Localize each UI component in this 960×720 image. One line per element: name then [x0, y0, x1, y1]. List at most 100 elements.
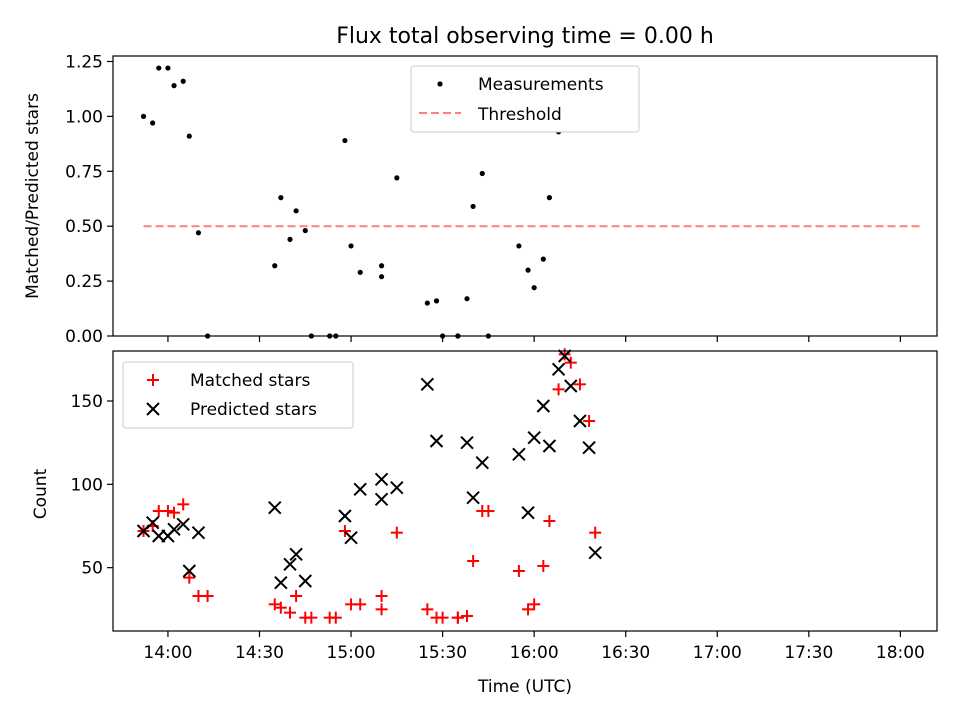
matched-star-point — [512, 565, 525, 577]
y-tick-label: 0.75 — [65, 162, 103, 182]
matched-star-point — [201, 590, 214, 602]
matched-star-point — [573, 378, 586, 391]
x-tick-label: 17:30 — [784, 643, 833, 663]
predicted-star-point — [374, 472, 389, 487]
predicted-star-point — [512, 447, 526, 462]
count-x-ticks: 14:00 14:30 15:00 15:30 16:00 16:30 17:00 17:30… — [143, 631, 925, 663]
measurement-point — [186, 133, 192, 139]
x-tick-label: 16:00 — [510, 643, 559, 663]
matched-star-point — [305, 611, 318, 624]
measurement-point — [156, 65, 162, 71]
predicted-star-point — [527, 430, 541, 445]
predicted-star-point — [182, 564, 197, 578]
matched-star-point — [290, 590, 303, 602]
measurement-point — [357, 269, 363, 275]
matched-star-point — [436, 611, 449, 624]
measurement-point — [378, 263, 385, 269]
predicted-star-point — [268, 500, 282, 515]
legend-measurements-label: Measurements — [478, 75, 604, 95]
predicted-star-point — [298, 574, 312, 588]
measurement-point — [342, 137, 348, 144]
matched-star-point — [564, 356, 577, 369]
matched-star-point — [268, 598, 281, 611]
y-tick-label: 0.25 — [65, 272, 103, 292]
matched-star-point — [329, 611, 342, 624]
y-tick-label: 0.00 — [65, 327, 103, 347]
count-points — [136, 348, 602, 624]
legend-threshold-label: Threshold — [477, 105, 562, 125]
count-legend: Matched stars Predicted stars — [122, 361, 354, 429]
ratio-y-ticks: 0.00 0.25 0.50 0.75 1.00 1.25 — [65, 52, 113, 347]
measurement-point — [464, 296, 470, 302]
measurement-point — [293, 208, 299, 214]
predicted-star-point — [176, 517, 190, 532]
legend-matched-label: Matched stars — [190, 371, 310, 391]
predicted-star-point — [289, 547, 303, 562]
predicted-star-point — [573, 414, 587, 428]
predicted-star-point — [521, 505, 535, 520]
predicted-star-point — [344, 530, 358, 545]
ratio-y-label: Matched/Predicted stars — [23, 93, 43, 299]
measurement-point — [165, 65, 171, 71]
matched-star-point — [375, 603, 388, 616]
predicted-star-point — [475, 455, 489, 470]
matched-star-point — [354, 598, 367, 611]
measurement-point — [180, 78, 186, 84]
legend-measurement-marker — [437, 81, 443, 87]
y-tick-label: 150 — [71, 392, 103, 412]
count-y-label: Count — [31, 468, 51, 519]
x-axis-label: Time (UTC) — [477, 677, 572, 697]
ratio-x-ticks — [167, 336, 901, 342]
legend-predicted-label: Predicted stars — [190, 400, 317, 420]
y-tick-label: 1.00 — [65, 107, 103, 127]
predicted-star-point — [353, 482, 367, 497]
predicted-star-point — [145, 515, 160, 530]
predicted-star-point — [582, 440, 596, 455]
measurement-point — [470, 203, 476, 210]
measurement-point — [195, 230, 202, 236]
measurement-point — [516, 243, 522, 249]
ratio-legend: Measurements Threshold — [410, 65, 640, 133]
x-tick-label: 15:00 — [327, 643, 376, 663]
measurement-point — [348, 243, 354, 249]
measurement-point — [378, 274, 385, 280]
count-y-ticks: 50 100 150 — [71, 392, 113, 579]
matched-star-point — [522, 603, 535, 616]
predicted-star-point — [338, 509, 352, 523]
predicted-star-point — [536, 399, 551, 413]
measurement-point — [531, 285, 537, 291]
matched-star-point — [558, 348, 571, 361]
legend-matched-marker — [147, 374, 159, 386]
matched-star-point — [467, 555, 480, 567]
predicted-star-point — [460, 435, 474, 450]
x-tick-label: 14:00 — [143, 643, 192, 663]
predicted-star-point — [551, 362, 566, 377]
predicted-star-point — [283, 557, 297, 572]
matched-star-point — [589, 526, 602, 539]
matched-star-point — [552, 383, 565, 396]
measurement-point — [302, 227, 308, 234]
measurement-point — [278, 195, 284, 201]
count-plot-frame — [112, 350, 938, 632]
predicted-star-point — [466, 490, 480, 505]
x-tick-label: 15:30 — [418, 643, 467, 663]
measurement-point — [171, 83, 177, 89]
matched-star-point — [375, 590, 388, 602]
predicted-star-point — [542, 439, 557, 453]
x-tick-label: 14:30 — [235, 643, 284, 663]
matched-star-point — [168, 506, 181, 519]
matched-star-point — [421, 603, 434, 616]
y-tick-label: 100 — [71, 475, 103, 495]
measurement-point — [525, 267, 531, 273]
predicted-star-point — [274, 575, 288, 590]
measurement-point — [424, 300, 430, 306]
measurement-point — [394, 175, 400, 181]
measurement-point — [272, 263, 278, 269]
predicted-star-point — [429, 434, 444, 448]
legend-predicted-marker — [146, 402, 160, 416]
ratio-plot-frame — [112, 55, 938, 337]
predicted-star-point — [420, 377, 435, 392]
measurement-point — [140, 113, 147, 119]
